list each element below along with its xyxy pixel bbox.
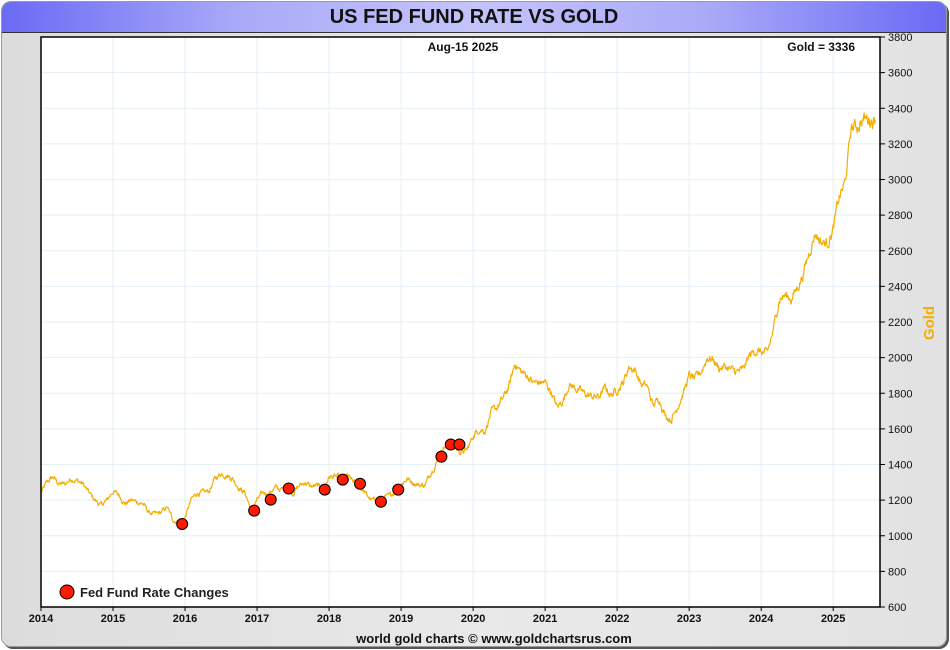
legend-label: Fed Fund Rate Changes bbox=[80, 585, 229, 600]
rate-change-marker bbox=[453, 438, 466, 451]
y-tick-label: 2000 bbox=[888, 353, 912, 365]
rate-change-marker bbox=[248, 504, 261, 517]
y-tick-label: 2800 bbox=[888, 210, 912, 222]
x-tick-label: 2017 bbox=[245, 613, 269, 625]
x-tick-label: 2018 bbox=[317, 613, 341, 625]
legend-marker-icon bbox=[59, 584, 75, 600]
y-tick-label: 3400 bbox=[888, 103, 912, 115]
rate-change-marker bbox=[435, 450, 448, 463]
rate-change-marker bbox=[264, 493, 277, 506]
y-tick-label: 1400 bbox=[888, 460, 912, 472]
y-axis: 600 800 1000 1200 1400 1600 1800 2000 2200 2400 26… bbox=[880, 32, 912, 614]
x-tick-label: 2025 bbox=[821, 613, 845, 625]
y-tick-label: 2200 bbox=[888, 317, 912, 329]
x-tick-label: 2015 bbox=[101, 613, 125, 625]
rate-change-marker bbox=[176, 517, 189, 530]
y-tick-label: 800 bbox=[888, 566, 906, 578]
y-tick-label: 600 bbox=[888, 602, 906, 614]
x-axis: 2014 2015 2016 2017 2018 2019 2020 2021 2022 2023… bbox=[29, 607, 845, 625]
y-tick-label: 1600 bbox=[888, 424, 912, 436]
gold-value-annotation: Gold = 3336 bbox=[787, 40, 855, 54]
rate-change-marker bbox=[374, 495, 387, 508]
x-tick-label: 2024 bbox=[749, 613, 774, 625]
title-bar: US FED FUND RATE VS GOLD bbox=[2, 2, 946, 33]
y-tick-label: 1200 bbox=[888, 495, 912, 507]
rate-change-marker bbox=[392, 483, 405, 496]
y-tick-label: 3600 bbox=[888, 68, 912, 80]
rate-change-markers bbox=[176, 438, 466, 530]
x-tick-label: 2022 bbox=[605, 613, 629, 625]
legend: Fed Fund Rate Changes bbox=[59, 584, 229, 600]
y-tick-label: 3800 bbox=[888, 32, 912, 44]
y-tick-label: 1800 bbox=[888, 388, 912, 400]
y-tick-label: 2600 bbox=[888, 246, 912, 258]
x-tick-label: 2023 bbox=[677, 613, 701, 625]
y-axis-title: Gold bbox=[921, 306, 938, 340]
rate-change-marker bbox=[282, 482, 295, 495]
x-tick-label: 2020 bbox=[461, 613, 485, 625]
rate-change-marker bbox=[354, 477, 367, 490]
y-tick-label: 2400 bbox=[888, 281, 912, 293]
chart-title: US FED FUND RATE VS GOLD bbox=[329, 6, 619, 28]
x-tick-label: 2014 bbox=[29, 613, 54, 625]
credit-text: world gold charts © www.goldchartsrus.co… bbox=[355, 631, 632, 646]
rate-change-marker bbox=[336, 473, 349, 486]
y-tick-label: 1000 bbox=[888, 531, 912, 543]
date-annotation: Aug-15 2025 bbox=[428, 40, 499, 54]
x-tick-label: 2019 bbox=[389, 613, 413, 625]
x-tick-label: 2016 bbox=[173, 613, 197, 625]
y-tick-label: 3000 bbox=[888, 175, 912, 187]
y-tick-label: 3200 bbox=[888, 139, 912, 151]
rate-change-marker bbox=[318, 483, 331, 496]
x-tick-label: 2021 bbox=[533, 613, 557, 625]
